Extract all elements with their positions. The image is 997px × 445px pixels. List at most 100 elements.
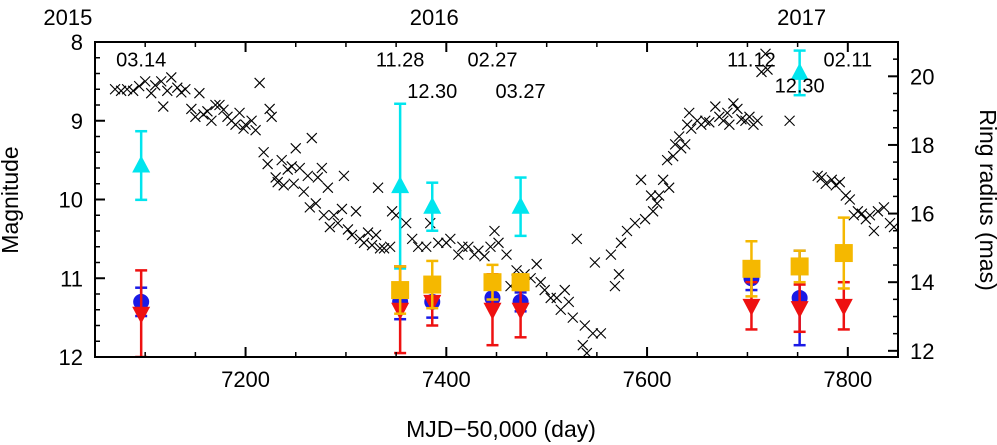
x-axis-title: MJD−50,000 (day) (406, 416, 596, 442)
y-tick-label: 11 (60, 266, 83, 291)
light-curve-point (145, 87, 157, 99)
red-triangles-down-marker (511, 302, 530, 320)
light-curve-point (302, 170, 314, 182)
red-triangles-down-marker (483, 302, 502, 320)
date-annotation: 11.28 (376, 49, 425, 71)
light-curve-point (651, 198, 663, 209)
light-curve-point (362, 227, 374, 238)
light-curve-point (304, 201, 316, 213)
light-curve-point (816, 172, 828, 183)
y-tick-label: 9 (71, 109, 83, 134)
light-curve-point (115, 85, 127, 97)
orange-squares-marker (790, 257, 809, 276)
light-curve-point (717, 115, 729, 127)
cyan-triangles-marker (391, 176, 410, 194)
light-curve-point (721, 107, 733, 119)
data-group (109, 48, 898, 357)
light-curve-point (723, 119, 735, 131)
light-curve-point (342, 224, 354, 235)
light-curve-point (826, 174, 838, 186)
plot-layer (109, 48, 898, 357)
light-curve-point (358, 237, 370, 249)
light-curve-point (760, 48, 771, 60)
orange-squares-marker (511, 273, 530, 292)
frame-layer: 7200 7400 7600 7800 8 9 10 11 12 12 14 16 18 20 2015 20… (43, 5, 934, 392)
light-curve-point (262, 158, 274, 170)
orange-squares-marker (834, 244, 853, 263)
light-curve-point (346, 229, 358, 241)
light-curve-point (332, 217, 344, 229)
light-curve-point (272, 176, 284, 188)
date-annotation: 02.11 (824, 49, 873, 71)
date-annotation: 12.30 (775, 75, 825, 97)
light-curve-point (535, 276, 547, 288)
light-curve-point (673, 131, 685, 142)
orange-squares-marker (742, 259, 761, 278)
light-curve-point (264, 103, 276, 115)
light-curve-point (370, 229, 382, 241)
light-curve-point (545, 292, 557, 304)
light-curve-point (744, 111, 755, 123)
light-curve-point (647, 205, 659, 217)
light-curve-point (149, 79, 161, 91)
date-annotation: 02.27 (467, 49, 517, 71)
light-curve-point (685, 123, 697, 135)
light-curve-point (312, 172, 324, 183)
cyan-triangles-marker (132, 155, 151, 173)
light-curve-point (318, 209, 330, 221)
light-curve-point (563, 296, 575, 308)
series-blue-circles (133, 249, 808, 347)
light-curve-point (240, 119, 251, 131)
light-curve-point (254, 77, 266, 89)
light-curve-point (290, 142, 302, 154)
date-annotation: 03.27 (496, 81, 546, 103)
light-curve-point (479, 250, 490, 262)
light-curve-point (653, 190, 665, 201)
cyan-triangles-marker (423, 196, 442, 214)
light-curve-point (784, 115, 795, 127)
light-curve-point (489, 225, 500, 237)
light-curve-point (420, 241, 432, 253)
series-cyan-triangles (132, 49, 809, 270)
light-curve-point (133, 80, 145, 92)
y-tick-label: 12 (59, 345, 83, 370)
light-curve-point (165, 72, 177, 83)
date-annotation: 12.30 (407, 81, 457, 103)
light-curve-point (372, 182, 384, 194)
x-tick-label: 7600 (623, 367, 672, 392)
light-curve-point (605, 249, 617, 261)
light-curve-point (288, 178, 300, 190)
cyan-triangles-marker (511, 196, 530, 214)
light-curve-point (157, 101, 169, 112)
light-curve-point (306, 132, 318, 144)
light-curve-point (844, 194, 856, 205)
light-curve-point (463, 241, 474, 253)
light-curve-point (234, 107, 245, 119)
light-curve-point (194, 87, 205, 99)
light-curve-point (185, 103, 197, 115)
date-annotation: 03.14 (116, 49, 166, 71)
date-annotation: 11.12 (727, 49, 776, 71)
y-tick-label: 8 (71, 30, 83, 55)
light-curve-point (127, 85, 139, 97)
y2-tick-label: 12 (910, 339, 934, 364)
light-curve-point (531, 258, 543, 270)
light-curve-point (571, 233, 583, 245)
y-tick-label: 10 (59, 188, 83, 213)
light-curve-point (587, 327, 599, 339)
light-curve-point (336, 203, 348, 215)
light-curve-point (258, 146, 270, 158)
light-curve-point (864, 209, 876, 221)
light-curve-point (595, 327, 607, 339)
year-label: 2016 (410, 5, 459, 30)
light-curve-point (400, 217, 412, 229)
red-triangles-down-marker (790, 301, 809, 319)
light-curve-point (834, 176, 846, 188)
light-curve-point (699, 115, 711, 127)
orange-squares-marker (391, 281, 410, 300)
light-curve-point (663, 182, 675, 194)
light-curve-point (412, 241, 424, 253)
light-curve-point (756, 66, 767, 78)
light-curve-point (444, 233, 456, 245)
